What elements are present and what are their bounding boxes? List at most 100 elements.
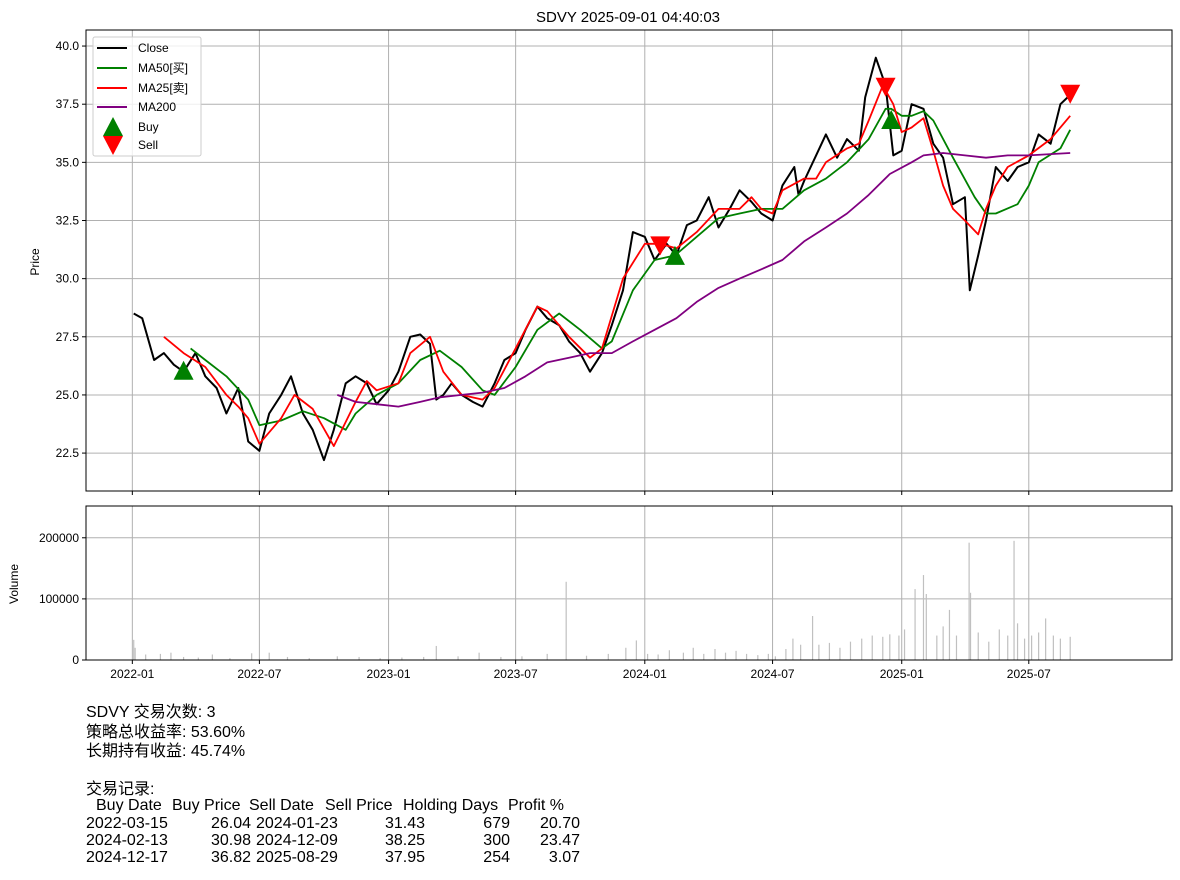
volume-bar	[724, 652, 727, 660]
table-cell: 679	[483, 815, 510, 832]
y-tick-label: 30.0	[56, 272, 80, 286]
y-tick-label: 0	[72, 653, 79, 667]
volume-bars	[133, 540, 1071, 660]
volume-bar	[379, 658, 381, 660]
volume-bar	[800, 644, 802, 660]
volume-bar	[785, 649, 787, 660]
volume-bar	[435, 645, 437, 660]
y-tick-label: 200000	[39, 531, 79, 545]
volume-bar	[457, 656, 459, 660]
volume-bar	[955, 635, 958, 660]
close-line	[133, 56, 1071, 462]
volume-bar	[336, 656, 338, 660]
table-cell: 37.95	[385, 849, 425, 866]
volume-bar	[423, 656, 425, 660]
table-cell: 300	[483, 832, 510, 849]
legend-ma25-label: MA25[卖]	[138, 81, 188, 95]
volume-bar	[792, 638, 794, 660]
volume-bar	[977, 632, 979, 660]
volume-bar	[1038, 632, 1040, 660]
ma200-line	[336, 152, 1071, 408]
y-tick-label: 27.5	[56, 330, 80, 344]
buy-marker	[881, 110, 902, 130]
volume-bar	[546, 653, 548, 660]
x-tick-label: 2024-07	[751, 667, 795, 681]
volume-bar	[635, 640, 637, 660]
volume-bar	[251, 653, 253, 660]
volume-axes-frame	[85, 505, 1173, 661]
table-cell: 23.47	[540, 832, 580, 849]
volume-bar	[268, 652, 270, 660]
y-tick-label: 37.5	[56, 97, 80, 111]
volume-bar	[308, 658, 310, 660]
table-cell: 38.25	[385, 832, 425, 849]
table-header: Profit %	[508, 797, 564, 814]
volume-bar	[1013, 540, 1015, 660]
volume-bar	[882, 636, 884, 660]
volume-bar	[745, 653, 748, 660]
volume-bar	[714, 649, 716, 660]
price-axes-frame	[85, 29, 1173, 492]
table-cell: 2024-02-13	[86, 832, 168, 849]
volume-bar	[647, 653, 649, 660]
table-cell: 20.70	[540, 815, 580, 832]
volume-grid	[86, 506, 1172, 661]
x-tick-label: 2023-01	[367, 667, 411, 681]
volume-bar	[607, 653, 609, 660]
volume-axis-label: Volume	[7, 564, 21, 604]
table-cell: 3.07	[549, 849, 580, 866]
table-cell: 254	[483, 849, 510, 866]
table-header: Sell Price	[325, 797, 393, 814]
volume-bar	[682, 652, 685, 660]
x-tick-label: 2022-01	[110, 667, 154, 681]
volume-bar	[898, 635, 900, 660]
volume-bar	[1023, 638, 1026, 660]
volume-bar	[889, 634, 891, 660]
summary-text: SDVY 交易次数: 3 策略总收益率: 53.60% 长期持有收益: 45.7…	[86, 703, 245, 798]
table-header: Sell Date	[249, 797, 314, 814]
volume-bar	[968, 542, 970, 660]
volume-bar	[1059, 638, 1061, 660]
volume-bar	[134, 647, 136, 660]
table-cell: 30.98	[211, 832, 251, 849]
legend-buy-triangle-icon	[103, 117, 123, 136]
volume-bar	[818, 644, 820, 660]
legend-buy-label: Buy	[138, 120, 159, 134]
table-cell: 2024-12-09	[256, 832, 338, 849]
x-tick-label: 2024-01	[623, 667, 667, 681]
volume-bar	[1030, 635, 1033, 660]
volume-bar	[757, 655, 759, 660]
price-axis-label: Price	[28, 248, 42, 276]
price-grid	[86, 30, 1172, 491]
table-cell: 36.82	[211, 849, 251, 866]
table-header: Buy Date	[96, 797, 162, 814]
volume-bar	[998, 629, 1000, 660]
volume-bar	[1069, 636, 1071, 660]
volume-bar	[229, 658, 231, 660]
legend: Close MA50[买] MA25[卖] MA200 Buy Sell	[92, 36, 202, 157]
volume-bar	[521, 656, 523, 660]
volume-bar	[936, 635, 938, 660]
volume-bar	[657, 654, 659, 660]
ma50-line	[190, 107, 1071, 431]
strategy-return: 策略总收益率: 53.60%	[86, 723, 245, 741]
volume-bar	[182, 656, 185, 660]
volume-bar	[145, 654, 147, 660]
y-tick-label: 40.0	[56, 39, 80, 53]
volume-bar	[903, 629, 906, 660]
volume-bar	[839, 647, 841, 660]
table-header: Holding Days	[403, 797, 498, 814]
y-tick-label: 100000	[39, 592, 79, 606]
legend-ma200-label: MA200	[138, 100, 176, 114]
volume-bar	[211, 654, 213, 660]
table-cell: 26.04	[211, 815, 251, 832]
volume-bar	[401, 657, 403, 660]
volume-bar	[925, 594, 927, 660]
legend-close-label: Close	[138, 41, 169, 55]
volume-bar	[767, 653, 769, 660]
volume-bar	[500, 656, 502, 660]
trade-count: SDVY 交易次数: 3	[86, 703, 216, 721]
legend-sell-triangle-icon	[103, 136, 123, 155]
y-tick-label: 35.0	[56, 155, 80, 169]
volume-bar	[358, 656, 360, 660]
